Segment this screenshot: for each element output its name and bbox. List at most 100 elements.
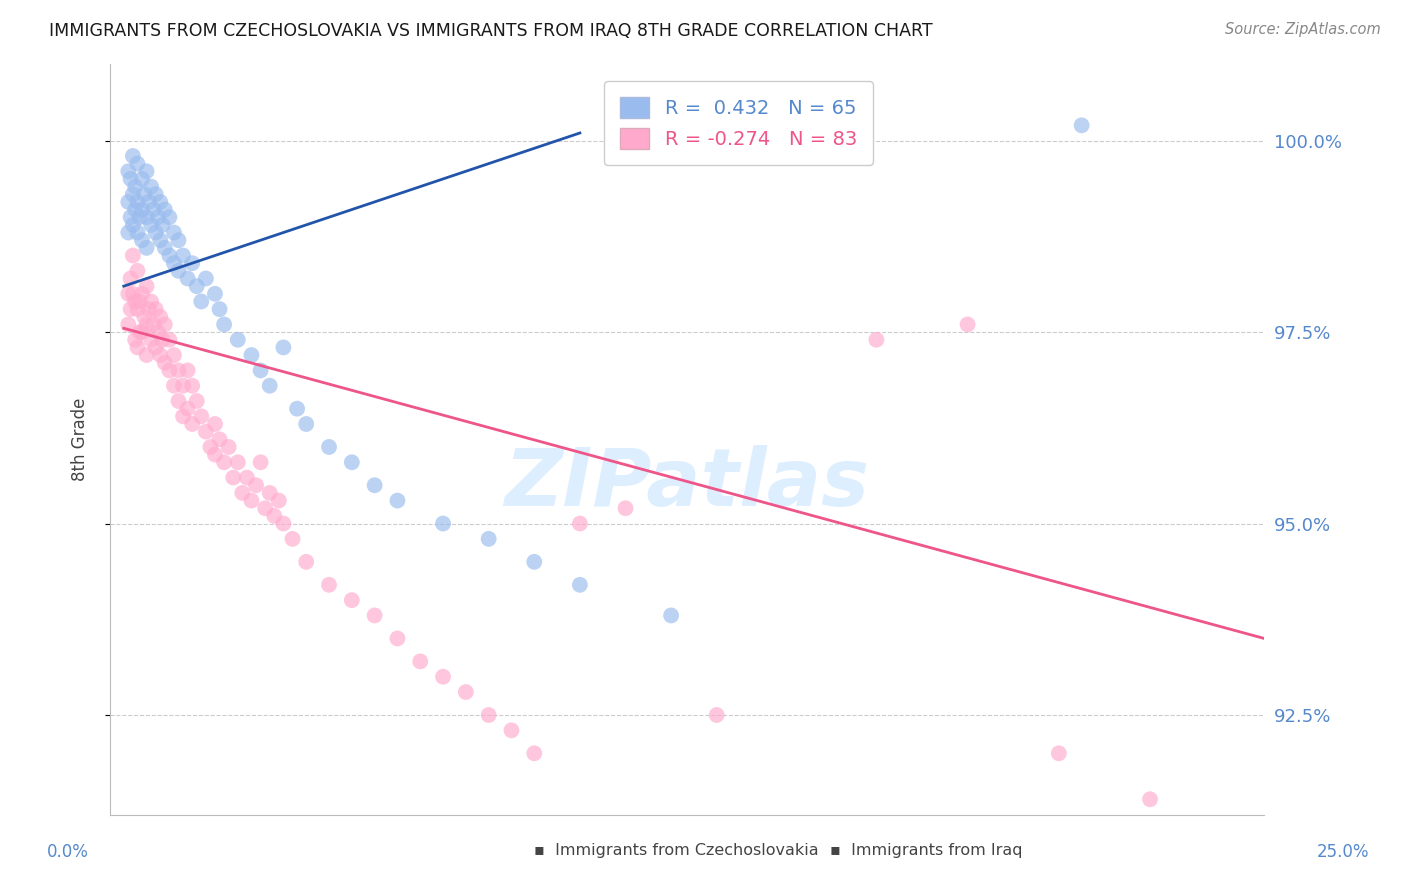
Point xyxy=(181,256,204,270)
Point xyxy=(139,179,162,194)
Point xyxy=(194,271,217,285)
Text: 0.0%: 0.0% xyxy=(46,843,89,861)
Point xyxy=(865,333,887,347)
Point xyxy=(176,363,198,377)
Point xyxy=(267,493,290,508)
Point xyxy=(124,179,146,194)
Point xyxy=(117,164,139,178)
Point xyxy=(135,348,157,362)
Point xyxy=(153,356,176,370)
Point xyxy=(186,394,208,409)
Point xyxy=(153,202,176,217)
Text: IMMIGRANTS FROM CZECHOSLOVAKIA VS IMMIGRANTS FROM IRAQ 8TH GRADE CORRELATION CHA: IMMIGRANTS FROM CZECHOSLOVAKIA VS IMMIGR… xyxy=(49,22,932,40)
Point xyxy=(167,264,190,278)
Point xyxy=(135,279,157,293)
Point xyxy=(387,632,409,646)
Point xyxy=(122,286,145,301)
Point xyxy=(409,654,432,668)
Point xyxy=(568,578,591,592)
Point xyxy=(478,532,501,546)
Point xyxy=(249,363,271,377)
Legend: R =  0.432   N = 65, R = -0.274   N = 83: R = 0.432 N = 65, R = -0.274 N = 83 xyxy=(605,81,873,164)
Point xyxy=(245,478,267,492)
Point xyxy=(124,333,146,347)
Point xyxy=(128,325,150,339)
Point xyxy=(523,555,546,569)
Point xyxy=(363,478,385,492)
Text: ZIPatlas: ZIPatlas xyxy=(505,445,869,524)
Point xyxy=(127,194,149,209)
Point xyxy=(204,448,226,462)
Point xyxy=(134,310,156,324)
Point xyxy=(956,318,979,332)
Point xyxy=(285,401,308,416)
Point xyxy=(387,493,409,508)
Point xyxy=(157,211,180,225)
Point xyxy=(249,455,271,469)
Point xyxy=(212,455,235,469)
Point xyxy=(231,486,253,500)
Point xyxy=(149,348,172,362)
Point xyxy=(142,318,165,332)
Point xyxy=(218,440,240,454)
Point xyxy=(181,378,204,392)
Point xyxy=(152,218,174,232)
Point xyxy=(194,425,217,439)
Point xyxy=(163,226,186,240)
Point xyxy=(172,409,194,424)
Text: 25.0%: 25.0% xyxy=(1316,843,1369,861)
Point xyxy=(1070,118,1092,132)
Point xyxy=(222,470,245,484)
Point xyxy=(254,501,277,516)
Point xyxy=(208,433,231,447)
Point xyxy=(117,194,139,209)
Point xyxy=(204,417,226,431)
Point xyxy=(263,508,285,523)
Point xyxy=(122,149,145,163)
Point xyxy=(340,455,363,469)
Point xyxy=(120,211,142,225)
Point xyxy=(200,440,222,454)
Point xyxy=(163,256,186,270)
Point xyxy=(167,394,190,409)
Point xyxy=(138,302,160,317)
Point xyxy=(163,348,186,362)
Point xyxy=(181,417,204,431)
Point xyxy=(124,294,146,309)
Point xyxy=(145,340,167,354)
Point xyxy=(122,248,145,262)
Point xyxy=(124,202,146,217)
Point xyxy=(706,708,728,723)
Point xyxy=(145,226,167,240)
Point xyxy=(454,685,477,699)
Point xyxy=(117,226,139,240)
Point xyxy=(432,516,454,531)
Point xyxy=(153,241,176,255)
Point xyxy=(122,187,145,202)
Point xyxy=(131,202,153,217)
Point xyxy=(212,318,235,332)
Point xyxy=(127,264,149,278)
Point xyxy=(153,318,176,332)
Point xyxy=(1047,747,1070,761)
Point xyxy=(146,211,169,225)
Point xyxy=(135,318,157,332)
Y-axis label: 8th Grade: 8th Grade xyxy=(72,398,89,481)
Point xyxy=(146,325,169,339)
Point xyxy=(273,340,295,354)
Point xyxy=(127,340,149,354)
Point xyxy=(259,378,281,392)
Point xyxy=(1139,792,1161,806)
Point xyxy=(163,378,186,392)
Point xyxy=(134,187,156,202)
Point xyxy=(131,172,153,186)
Point xyxy=(190,409,212,424)
Point xyxy=(135,211,157,225)
Point xyxy=(131,233,153,247)
Point xyxy=(157,248,180,262)
Point xyxy=(128,211,150,225)
Point xyxy=(135,241,157,255)
Point xyxy=(167,363,190,377)
Point xyxy=(318,578,340,592)
Point xyxy=(340,593,363,607)
